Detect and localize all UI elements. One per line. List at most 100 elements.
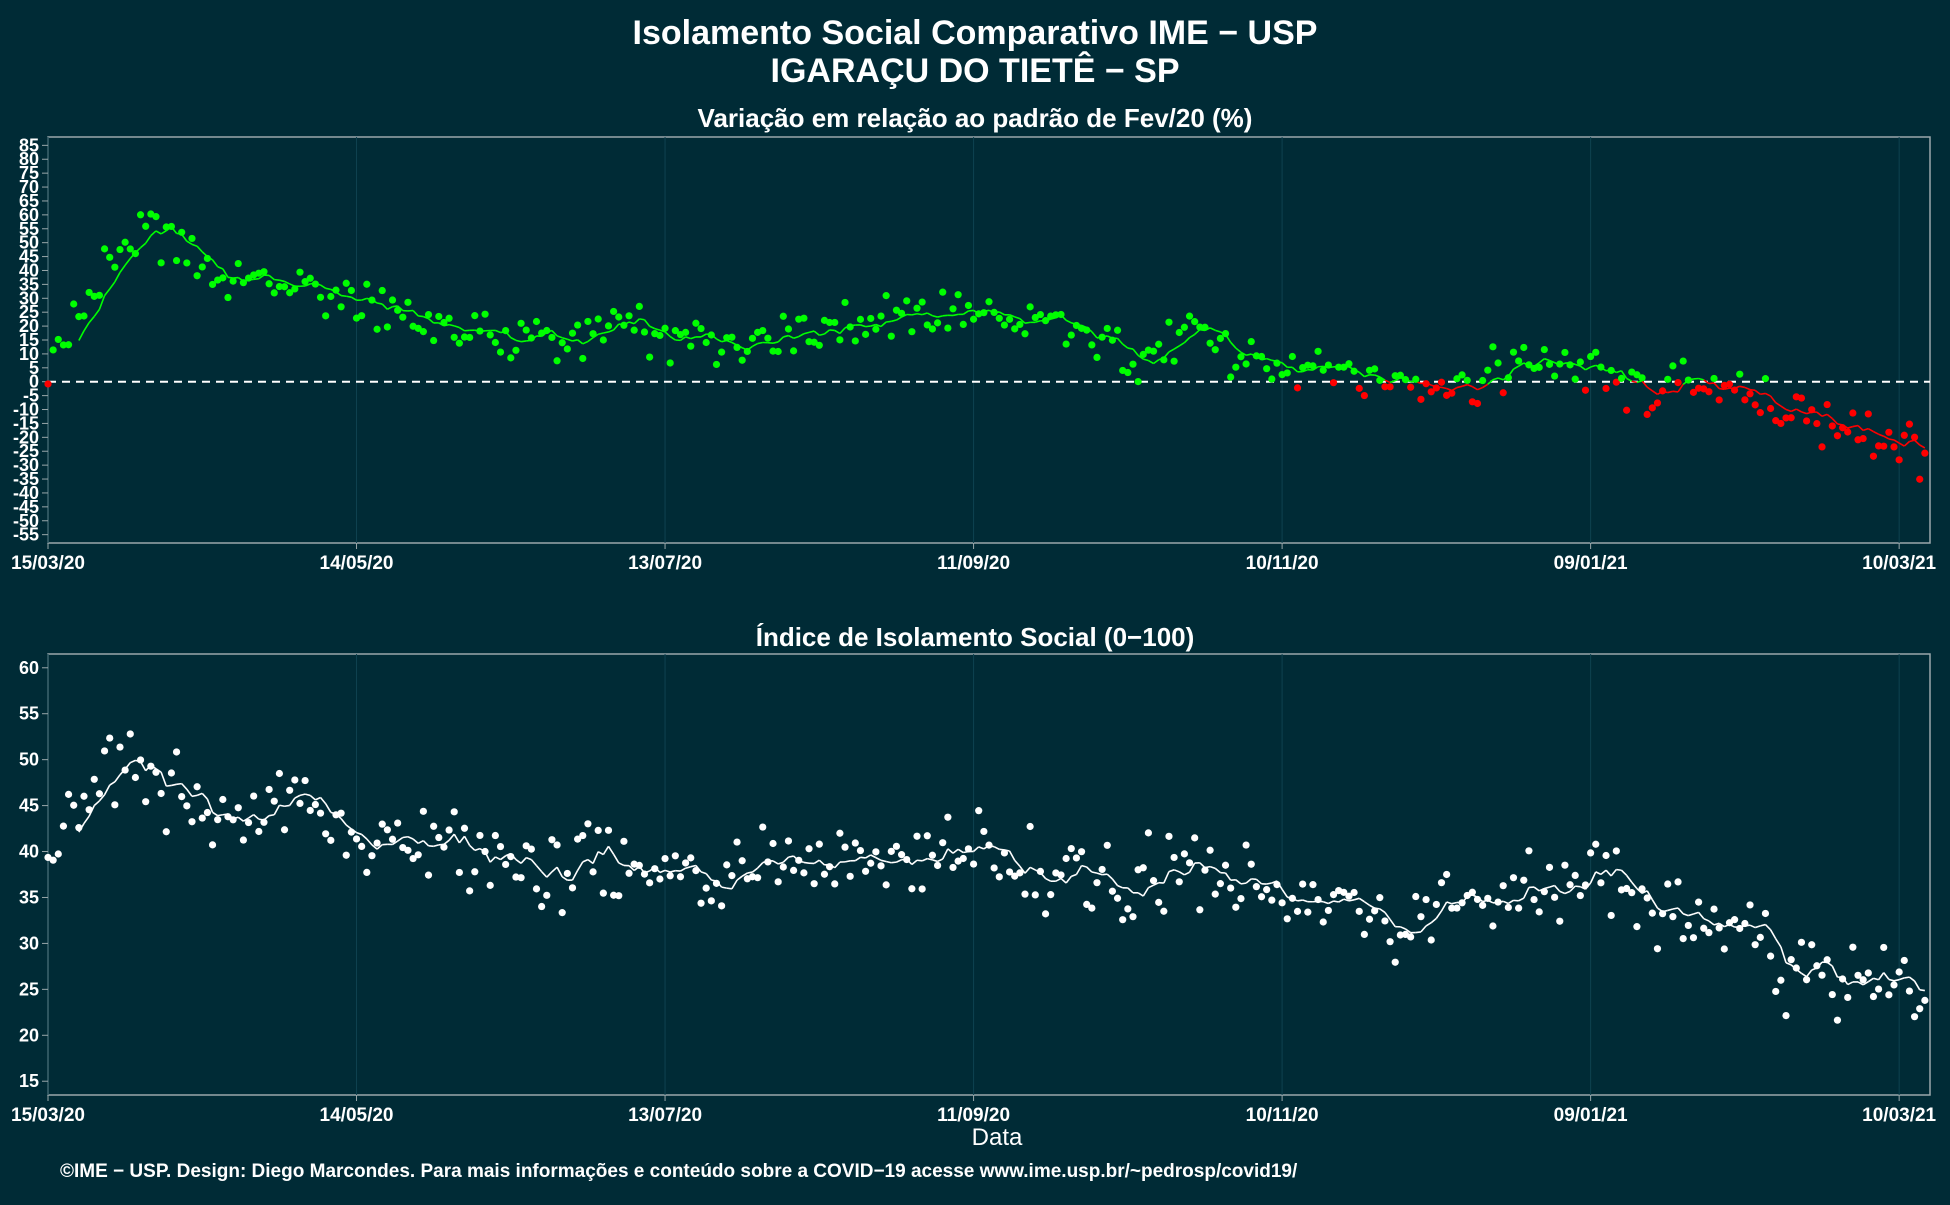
variation-moving-average-segment	[89, 316, 94, 322]
variation-data-point	[1150, 348, 1157, 355]
index-moving-average-segment	[269, 815, 274, 816]
index-data-point	[991, 864, 998, 871]
index-data-point	[1001, 849, 1008, 856]
index-data-point	[1731, 916, 1738, 923]
variation-data-point	[142, 223, 149, 230]
index-moving-average-segment	[1894, 980, 1899, 981]
index-data-point	[255, 828, 262, 835]
variation-moving-average-segment	[1585, 367, 1590, 370]
index-moving-average-segment	[1904, 977, 1909, 978]
variation-plot-frame	[48, 137, 1930, 543]
variation-moving-average-segment	[927, 313, 932, 316]
variation-data-point	[122, 239, 129, 246]
index-data-point	[1921, 997, 1928, 1004]
index-moving-average-segment	[670, 871, 675, 872]
index-moving-average-segment	[845, 861, 850, 862]
index-data-point	[1165, 833, 1172, 840]
variation-data-point	[194, 272, 201, 279]
index-data-point	[219, 796, 226, 803]
index-data-point	[1484, 895, 1491, 902]
index-moving-average-segment	[1226, 873, 1231, 880]
index-data-point	[1649, 910, 1656, 917]
variation-moving-average-segment	[94, 309, 99, 316]
variation-data-point	[101, 245, 108, 252]
variation-data-point	[517, 320, 524, 327]
index-moving-average-segment	[254, 815, 259, 820]
variation-data-point	[1798, 394, 1805, 401]
variation-moving-average-segment	[665, 332, 670, 337]
index-data-point	[1243, 841, 1250, 848]
variation-moving-average-segment	[1493, 378, 1498, 380]
index-data-point	[1032, 891, 1039, 898]
index-data-point	[1314, 896, 1321, 903]
index-moving-average-segment	[171, 784, 176, 785]
variation-data-point	[646, 353, 653, 360]
variation-moving-average-segment	[588, 338, 593, 342]
index-data-point	[985, 842, 992, 849]
variation-data-point	[1212, 346, 1219, 353]
index-data-point	[1582, 881, 1589, 888]
index-data-point	[1273, 881, 1280, 888]
index-data-point	[1412, 893, 1419, 900]
index-y-tick-label: 35	[19, 887, 39, 907]
index-moving-average-segment	[249, 815, 254, 818]
variation-data-point	[199, 263, 206, 270]
variation-data-point	[266, 280, 273, 287]
index-data-point	[1680, 935, 1687, 942]
variation-data-point	[1608, 367, 1615, 374]
index-data-point	[415, 851, 422, 858]
variation-y-tick-label: -55	[13, 525, 39, 545]
index-data-point	[194, 783, 201, 790]
variation-data-point	[903, 297, 910, 304]
variation-data-point	[1890, 443, 1897, 450]
index-data-point	[60, 823, 67, 830]
index-data-point	[790, 867, 797, 874]
index-data-point	[1772, 988, 1779, 995]
index-data-point	[1633, 923, 1640, 930]
index-moving-average-segment	[542, 872, 547, 878]
index-data-point	[872, 848, 879, 855]
index-data-point	[1191, 834, 1198, 841]
variation-data-point	[785, 325, 792, 332]
variation-data-point	[1412, 376, 1419, 383]
index-data-point	[188, 818, 195, 825]
index-moving-average-segment	[202, 793, 207, 799]
variation-data-point	[1824, 401, 1831, 408]
index-moving-average-segment	[547, 872, 552, 877]
variation-moving-average-segment	[1128, 348, 1133, 349]
variation-data-point	[1350, 368, 1357, 375]
index-data-point	[1160, 908, 1167, 915]
index-data-point	[1284, 915, 1291, 922]
index-moving-average-segment	[423, 841, 428, 846]
variation-moving-average-segment	[418, 316, 423, 317]
index-data-point	[204, 809, 211, 816]
variation-data-point	[1068, 331, 1075, 338]
index-moving-average-segment	[177, 784, 182, 785]
index-data-point	[296, 800, 303, 807]
index-data-point	[245, 819, 252, 826]
index-moving-average-segment	[1071, 874, 1076, 876]
variation-x-tick-label: 13/07/20	[628, 553, 702, 574]
index-moving-average-segment	[1246, 879, 1251, 883]
index-data-point	[1099, 866, 1106, 873]
variation-moving-average-segment	[346, 296, 351, 297]
variation-data-point	[980, 309, 987, 316]
variation-moving-average-segment	[79, 331, 84, 341]
variation-data-point	[1273, 360, 1280, 367]
index-data-point	[646, 879, 653, 886]
variation-data-point	[1705, 388, 1712, 395]
index-data-point	[1896, 968, 1903, 975]
index-data-point	[1608, 912, 1615, 919]
index-moving-average-segment	[783, 857, 788, 862]
variation-data-point	[1104, 325, 1111, 332]
index-data-point	[1541, 888, 1548, 895]
index-moving-average-segment	[974, 847, 979, 852]
variation-data-point	[1088, 341, 1095, 348]
variation-data-point	[1716, 396, 1723, 403]
index-data-point	[1860, 976, 1867, 983]
index-data-point	[1644, 894, 1651, 901]
index-moving-average-segment	[891, 862, 896, 863]
index-data-point	[641, 871, 648, 878]
variation-data-point	[1654, 399, 1661, 406]
